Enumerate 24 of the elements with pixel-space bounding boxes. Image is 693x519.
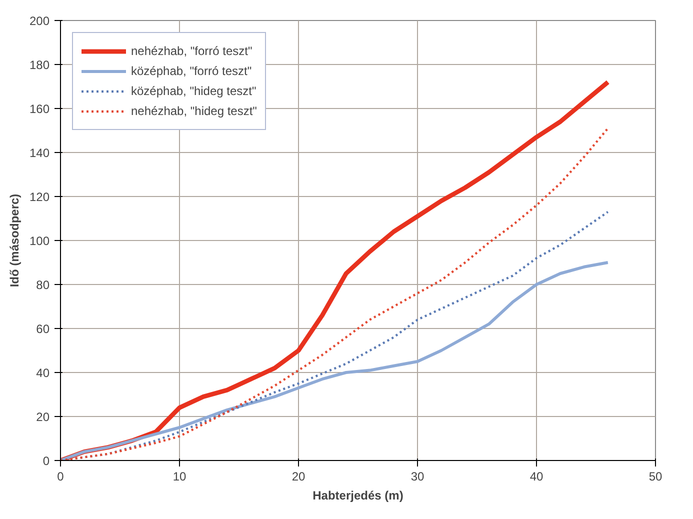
- x-tick-label: 20: [292, 470, 306, 484]
- legend-label: középhab, "hideg teszt": [131, 84, 256, 98]
- x-tick-label: 50: [648, 470, 662, 484]
- x-tick-label: 10: [172, 470, 186, 484]
- y-tick-label: 100: [29, 234, 50, 248]
- y-tick-label: 140: [29, 146, 50, 160]
- y-tick-label: 40: [36, 366, 50, 380]
- x-tick-label: 40: [530, 470, 544, 484]
- legend-label: középhab, "forró teszt": [131, 64, 252, 78]
- legend-label: nehézhab, "hideg teszt": [131, 104, 257, 118]
- y-tick-label: 80: [36, 278, 50, 292]
- line-series: [60, 261, 610, 460]
- x-axis-title: Habterjedés (m): [312, 488, 404, 502]
- y-tick-label: 200: [29, 14, 50, 28]
- legend-label: nehézhab, "forró teszt": [131, 44, 252, 58]
- y-tick-label: 0: [42, 454, 50, 468]
- y-tick-label: 160: [29, 102, 50, 116]
- y-tick-label: 180: [29, 58, 50, 72]
- x-tick-label: 30: [410, 470, 424, 484]
- y-tick-label: 120: [29, 190, 50, 204]
- y-tick-label: 60: [36, 322, 50, 336]
- y-axis-title: Idő (másodperc): [7, 194, 22, 288]
- x-tick-label: 0: [57, 470, 64, 484]
- y-tick-label: 20: [36, 410, 50, 424]
